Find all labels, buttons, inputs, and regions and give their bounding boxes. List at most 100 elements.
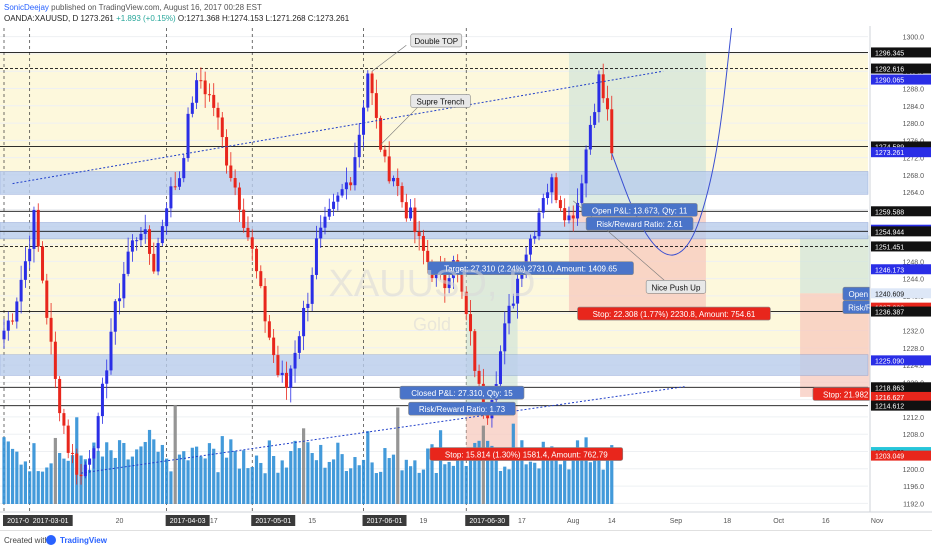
- volume-bar: [545, 452, 550, 504]
- time-tick-label: 2017-03-01: [33, 518, 69, 525]
- stop-label-1: Stop: 15.814 (1.30%) 1581.4, Amount: 762…: [445, 451, 608, 460]
- volume-bar: [10, 448, 15, 504]
- volume-bar: [460, 456, 464, 504]
- price-tick-label: 1300.0: [903, 35, 925, 42]
- time-tick-label: 2017-01-03: [7, 518, 43, 525]
- candle-body: [374, 93, 378, 118]
- price-tick-label: 1208.0: [903, 432, 925, 439]
- time-tag-bg: [465, 515, 510, 526]
- volume-bar: [32, 443, 36, 504]
- watermark-name: Gold: [413, 315, 451, 335]
- volume-bar: [233, 450, 237, 504]
- volume-bar: [229, 439, 233, 504]
- candle-body: [229, 165, 233, 179]
- closed-pnl-label-box: [399, 385, 525, 400]
- tradingview-brand[interactable]: TradingView: [60, 536, 107, 545]
- price-tag-bg: [871, 355, 931, 366]
- volume-bar: [417, 472, 421, 504]
- price-chart[interactable]: Double TOP Supre Trench Nice Push Up Target…: [0, 26, 932, 530]
- volume-bar: [520, 440, 524, 504]
- price-tick-label: 1212.0: [903, 415, 925, 422]
- volume-bar: [537, 468, 541, 504]
- volume-bar: [242, 450, 246, 504]
- candle-body: [156, 243, 160, 272]
- volume-bar: [212, 448, 216, 504]
- volume-bar: [486, 440, 490, 504]
- volume-bar: [477, 440, 481, 504]
- volume-bar: [143, 441, 147, 504]
- candle-body: [130, 240, 134, 252]
- candle-body: [195, 80, 199, 103]
- yellow-zone-1: [0, 238, 868, 355]
- volume-bar: [272, 455, 276, 504]
- volume-bar: [267, 440, 271, 504]
- volume-bar: [396, 407, 400, 504]
- volume-bar: [511, 423, 515, 504]
- supre-trench-pointer: [380, 101, 424, 145]
- candle-body: [289, 368, 293, 388]
- candle-body: [280, 372, 284, 376]
- candle-body: [563, 208, 567, 221]
- volume-bar: [302, 428, 306, 504]
- price-tick-label: 1248.0: [903, 259, 925, 266]
- volume-bar: [383, 448, 387, 504]
- price-tick-label: 1196.0: [903, 484, 924, 491]
- annotation-push-up-box: [645, 279, 707, 294]
- candle-body: [11, 320, 15, 322]
- volume-bar: [494, 459, 498, 504]
- candle-body: [32, 209, 36, 249]
- candle-body: [366, 73, 370, 108]
- tradingview-logo-icon[interactable]: [46, 535, 56, 545]
- author-link[interactable]: SonicDeejay: [4, 3, 49, 12]
- candle-body: [160, 226, 164, 244]
- volume-bar: [610, 445, 614, 504]
- price-tag-bg: [871, 264, 931, 275]
- time-tick-label: 15: [308, 518, 316, 525]
- candle-body: [143, 229, 147, 234]
- volume-bar: [182, 451, 186, 504]
- volume-bar: [195, 446, 199, 504]
- volume-bar: [361, 459, 366, 504]
- price-tick-label: 1288.0: [903, 87, 925, 94]
- volume-bar: [533, 462, 537, 504]
- candle-body: [259, 271, 263, 287]
- volume-bar: [130, 456, 134, 504]
- candle-body: [567, 215, 571, 221]
- volume-bar: [503, 466, 507, 504]
- candle-body: [417, 232, 421, 237]
- candle-body: [109, 331, 113, 371]
- candle-body: [186, 113, 190, 159]
- candle-body: [53, 341, 57, 379]
- volume-bar: [15, 451, 19, 504]
- candle-body: [79, 474, 83, 477]
- volume-bar: [92, 442, 96, 504]
- volume-bar: [349, 468, 353, 504]
- closed-pnl-label: Closed P&L: 27.310, Qty: 15: [411, 389, 513, 398]
- target-label-1: Target: 27.310 (2.24%) 2731.0, Amount: 1…: [444, 265, 618, 274]
- annotation-double-top-box: [410, 33, 463, 48]
- candle-body: [255, 248, 259, 272]
- candle-body: [169, 186, 173, 209]
- candle-body: [426, 250, 430, 263]
- candle-body: [413, 207, 417, 233]
- candle-body: [199, 80, 203, 82]
- candle-body: [15, 301, 19, 322]
- price-tag-label: 1214.612: [875, 404, 904, 411]
- candle-body: [319, 227, 323, 239]
- volume-bar: [216, 472, 220, 504]
- annotation-double-top: Double TOP: [414, 37, 458, 46]
- price-tag-bg: [871, 288, 931, 299]
- volume-bar: [558, 464, 562, 504]
- candle-body: [62, 413, 66, 426]
- price-tag-bg: [871, 400, 931, 411]
- volume-bar: [122, 442, 126, 504]
- candle-body: [370, 73, 374, 94]
- time-tick-label: 16: [822, 518, 830, 525]
- volume-bar: [28, 471, 32, 504]
- volume-bar: [370, 462, 374, 504]
- stop-label-1-box: [429, 447, 624, 461]
- volume-bar: [516, 453, 520, 504]
- candle-body: [421, 236, 425, 251]
- stop-label-2-box: [577, 306, 771, 321]
- candle-body: [216, 107, 220, 118]
